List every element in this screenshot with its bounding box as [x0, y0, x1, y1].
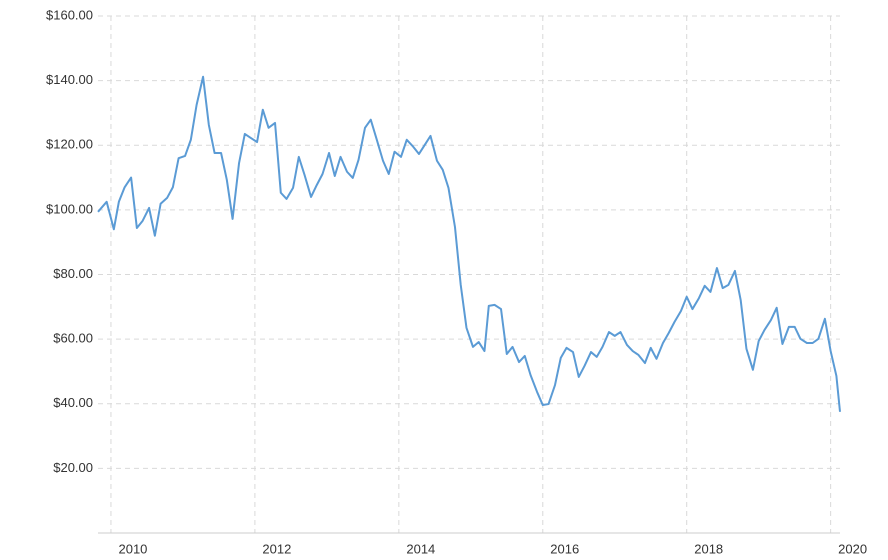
y-tick-label: $140.00 [46, 72, 93, 87]
x-tick-label: 2010 [118, 541, 147, 556]
y-tick-label: $100.00 [46, 201, 93, 216]
x-tick-label: 2016 [550, 541, 579, 556]
x-tick-label: 2018 [694, 541, 723, 556]
x-tick-label: 2014 [406, 541, 435, 556]
y-tick-label: $60.00 [53, 331, 93, 346]
y-tick-label: $80.00 [53, 266, 93, 281]
y-tick-label: $120.00 [46, 137, 93, 152]
x-tick-label: 2012 [262, 541, 291, 556]
price-line [97, 75, 841, 412]
y-tick-label: $40.00 [53, 395, 93, 410]
y-tick-label: $160.00 [46, 7, 93, 22]
x-tick-label: 2020 [838, 541, 867, 556]
y-tick-label: $20.00 [53, 460, 93, 475]
